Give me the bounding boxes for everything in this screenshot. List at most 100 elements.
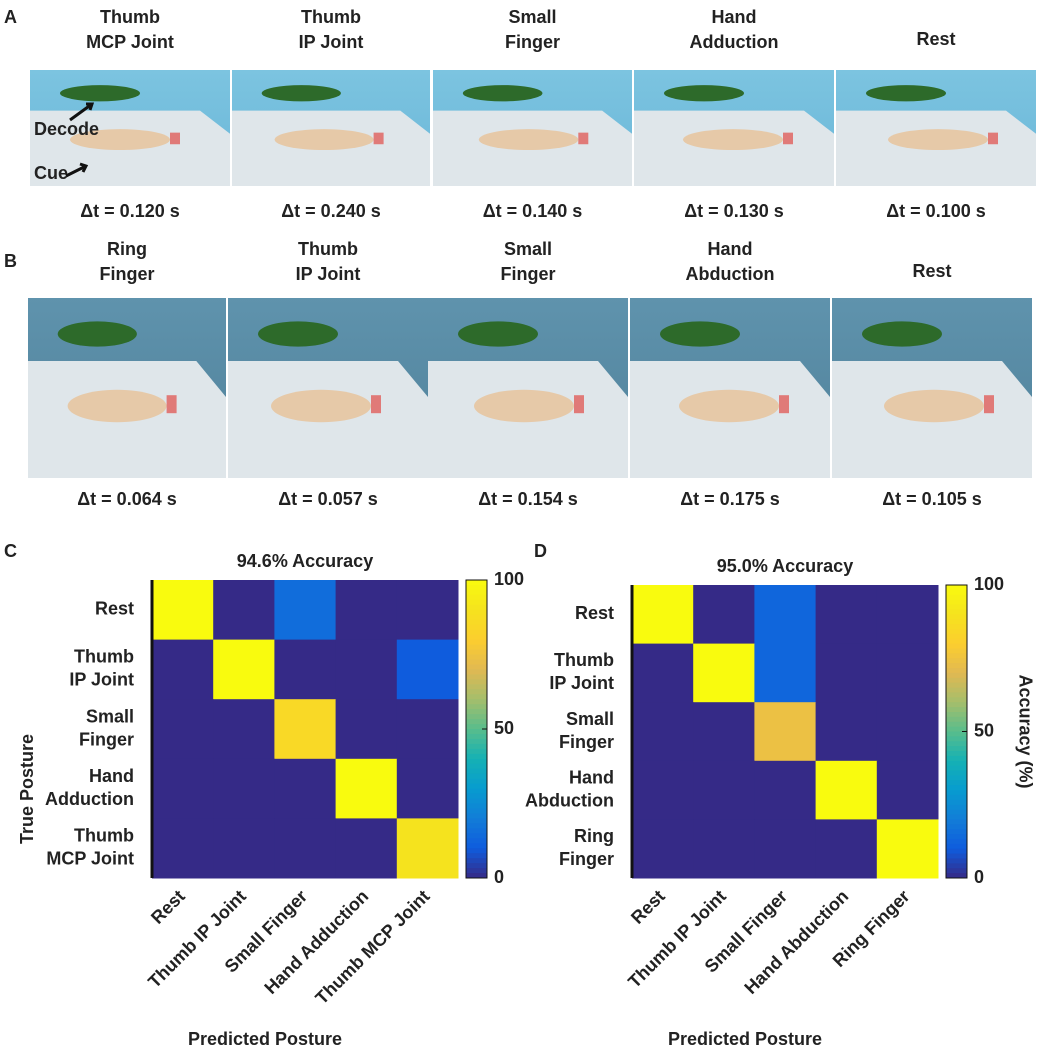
y-tick-label: Adduction <box>45 789 134 809</box>
colorbar-segment <box>946 799 967 806</box>
hand-image <box>836 70 1036 186</box>
heatmap-cell <box>396 639 459 700</box>
colorbar-label: Accuracy (%) <box>1015 674 1035 788</box>
image-title: Adduction <box>690 32 779 52</box>
wrist-tip <box>574 395 584 414</box>
colorbar-segment <box>946 873 967 879</box>
colorbar-segment <box>466 689 487 695</box>
colorbar-segment <box>946 819 967 825</box>
heatmap-cell <box>152 639 214 700</box>
colorbar-segment <box>946 609 967 615</box>
panel-letter: B <box>4 251 17 271</box>
wrist-tip <box>783 132 793 145</box>
decoded-hand <box>458 321 538 347</box>
colorbar-segment <box>466 823 487 829</box>
x-tick-label: Thumb MCP Joint <box>311 886 433 1008</box>
colorbar-segment <box>466 768 487 775</box>
hand-image <box>232 70 430 186</box>
colorbar-segment <box>466 654 487 660</box>
decoded-hand <box>60 85 140 102</box>
cue-hand <box>683 129 783 151</box>
colorbar-segment <box>466 783 487 790</box>
y-tick-label: Finger <box>79 729 134 749</box>
wrist-tip <box>170 132 180 145</box>
delta-t-label: Δt = 0.064 s <box>77 489 177 509</box>
colorbar-segment <box>946 624 967 630</box>
colorbar-segment <box>946 848 967 855</box>
colorbar-tick-label: 50 <box>494 718 514 738</box>
colorbar-segment <box>466 863 487 869</box>
colorbar-segment <box>946 643 967 649</box>
colorbar-segment <box>946 711 967 718</box>
heatmap-cell <box>213 699 275 760</box>
image-title: Hand <box>712 7 757 27</box>
image-title: Rest <box>916 29 955 49</box>
hand-image <box>28 298 226 478</box>
y-tick-label: MCP Joint <box>46 848 134 868</box>
heatmap-cell <box>152 758 214 819</box>
y-tick-label: Thumb <box>74 647 134 667</box>
y-tick-label: Rest <box>575 603 614 623</box>
heatmap-cell <box>213 758 275 819</box>
heatmap-cell <box>754 760 817 820</box>
colorbar-segment <box>946 790 967 796</box>
annotation: Decode <box>34 119 99 139</box>
heatmap-cell <box>335 818 398 879</box>
heatmap-cell <box>632 643 694 703</box>
y-tick-label: IP Joint <box>549 673 614 693</box>
cue-hand <box>474 389 574 423</box>
y-tick-label: Ring <box>574 826 614 846</box>
heatmap-cell <box>396 580 459 641</box>
image-title: Thumb <box>301 7 361 27</box>
y-tick-label: IP Joint <box>69 670 134 690</box>
colorbar-segment <box>946 604 967 610</box>
heatmap-cell <box>152 818 214 879</box>
colorbar-segment <box>466 639 487 646</box>
image-title: Small <box>508 7 556 27</box>
x-tick-label: Rest <box>627 886 669 928</box>
hand-image <box>228 298 428 478</box>
colorbar-segment <box>946 726 967 732</box>
cue-hand <box>274 129 374 151</box>
colorbar-segment <box>946 809 967 816</box>
heatmap-cell <box>152 580 214 641</box>
heatmap-cell <box>754 585 817 645</box>
panel-letter: D <box>534 541 547 561</box>
colorbar-segment <box>946 760 967 767</box>
x-axis-label: Predicted Posture <box>668 1029 822 1049</box>
colorbar-tick-label: 100 <box>974 574 1004 594</box>
image-title: Ring <box>107 239 147 259</box>
image-title: Hand <box>708 239 753 259</box>
colorbar-segment <box>946 829 967 835</box>
colorbar-segment <box>466 719 487 725</box>
colorbar-segment <box>946 804 967 811</box>
colorbar-segment <box>946 697 967 703</box>
decoded-hand <box>862 321 942 347</box>
colorbar-segment <box>466 868 487 874</box>
colorbar-segment <box>946 653 967 659</box>
colorbar-segment <box>466 798 487 804</box>
hand-image <box>832 298 1032 478</box>
delta-t-label: Δt = 0.105 s <box>882 489 982 509</box>
colorbar-segment <box>946 765 967 772</box>
colorbar-segment <box>466 709 487 715</box>
wrist-tip <box>371 395 381 414</box>
delta-t-label: Δt = 0.130 s <box>684 201 784 221</box>
heatmap-cell <box>693 760 755 820</box>
colorbar-segment <box>946 746 967 752</box>
decoded-hand <box>660 321 740 347</box>
panel-letter: C <box>4 541 17 561</box>
delta-t-label: Δt = 0.175 s <box>680 489 780 509</box>
colorbar-segment <box>466 843 487 849</box>
heatmap-cell <box>754 643 817 703</box>
heatmap-cell <box>815 819 878 879</box>
wrist-tip <box>779 395 789 414</box>
colorbar-segment <box>466 580 487 586</box>
colorbar-segment <box>946 775 967 781</box>
colorbar-segment <box>466 833 487 839</box>
colorbar-segment <box>466 753 487 760</box>
colorbar-segment <box>946 663 967 669</box>
colorbar-segment <box>466 858 487 864</box>
colorbar-segment <box>946 716 967 723</box>
